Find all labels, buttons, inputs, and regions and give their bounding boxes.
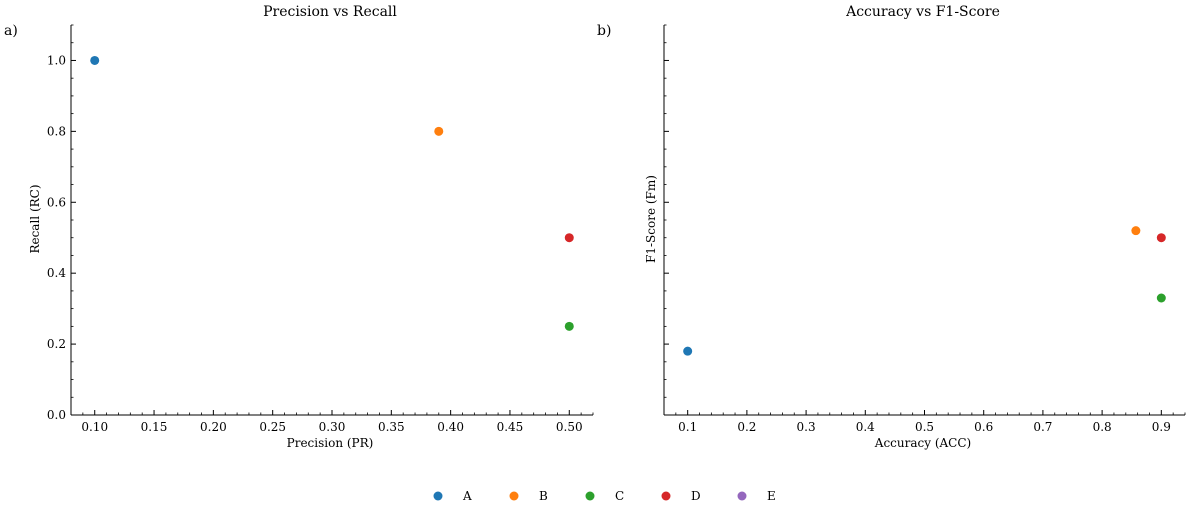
chart-title: Accuracy vs F1-Score — [845, 4, 1000, 20]
x-tick-label: 0.8 — [1093, 420, 1112, 434]
data-point-b — [1131, 226, 1141, 236]
legend-label-e: E — [767, 489, 776, 503]
legend-label-d: D — [691, 489, 701, 503]
data-point-a — [683, 346, 693, 356]
legend: A B C D E — [433, 489, 776, 503]
legend-marker-c — [585, 491, 595, 501]
data-point-d — [1156, 233, 1166, 243]
y-tick-label: 0.0 — [47, 408, 66, 422]
x-tick-label: 0.30 — [319, 420, 346, 434]
x-tick-label: 0.25 — [259, 420, 286, 434]
chart-title: Precision vs Recall — [263, 4, 397, 20]
x-tick-label: 0.10 — [81, 420, 108, 434]
y-tick-label: 0.6 — [47, 195, 66, 209]
chart-panel-a: a) Precision vs Recall 0.10 0.15 0.20 0.25 0… — [4, 4, 594, 450]
legend-label-a: A — [462, 489, 472, 503]
axes: 0.10 0.15 0.20 0.25 0.30 0.35 0.40 0.45 0.50 0.0 0… — [47, 24, 594, 434]
x-tick-label: 0.4 — [856, 420, 875, 434]
data-point-a — [90, 55, 100, 65]
panel-label: b) — [597, 23, 611, 39]
y-tick-label: 0.8 — [47, 124, 66, 138]
y-tick-label: 0.4 — [47, 266, 66, 280]
x-tick-label: 0.45 — [497, 420, 524, 434]
x-tick-label: 0.20 — [200, 420, 227, 434]
chart-panel-b: b) Accuracy vs F1-Score 0.1 0.2 0.3 0.4 0.5 0… — [597, 4, 1186, 450]
x-tick-label: 0.3 — [797, 420, 816, 434]
y-tick-label: 0.2 — [47, 337, 66, 351]
y-tick-label: 1.0 — [47, 53, 66, 67]
legend-marker-a — [433, 491, 443, 501]
legend-label-b: B — [539, 489, 548, 503]
legend-label-c: C — [615, 489, 624, 503]
legend-marker-e — [737, 491, 747, 501]
data-point-c — [564, 321, 574, 331]
legend-marker-d — [661, 491, 671, 501]
y-axis-label: F1-Score (Fm) — [644, 175, 658, 263]
x-tick-label: 0.7 — [1033, 420, 1052, 434]
x-tick-label: 0.1 — [678, 420, 697, 434]
x-tick-label: 0.5 — [915, 420, 934, 434]
x-tick-label: 0.50 — [556, 420, 583, 434]
legend-marker-b — [509, 491, 519, 501]
x-tick-label: 0.40 — [437, 420, 464, 434]
x-axis-label: Accuracy (ACC) — [874, 436, 971, 450]
data-point-c — [1156, 293, 1166, 303]
axes: 0.1 0.2 0.3 0.4 0.5 0.6 0.7 0.8 0.9 — [663, 24, 1186, 434]
x-tick-label: 0.6 — [974, 420, 993, 434]
x-tick-label: 0.9 — [1152, 420, 1171, 434]
panel-label: a) — [4, 23, 18, 39]
y-axis-label: Recall (RC) — [28, 184, 42, 253]
x-tick-label: 0.2 — [737, 420, 756, 434]
x-axis-label: Precision (PR) — [287, 436, 374, 450]
data-point-b — [434, 126, 444, 136]
data-point-d — [564, 233, 574, 243]
x-tick-label: 0.35 — [378, 420, 405, 434]
x-tick-label: 0.15 — [141, 420, 168, 434]
